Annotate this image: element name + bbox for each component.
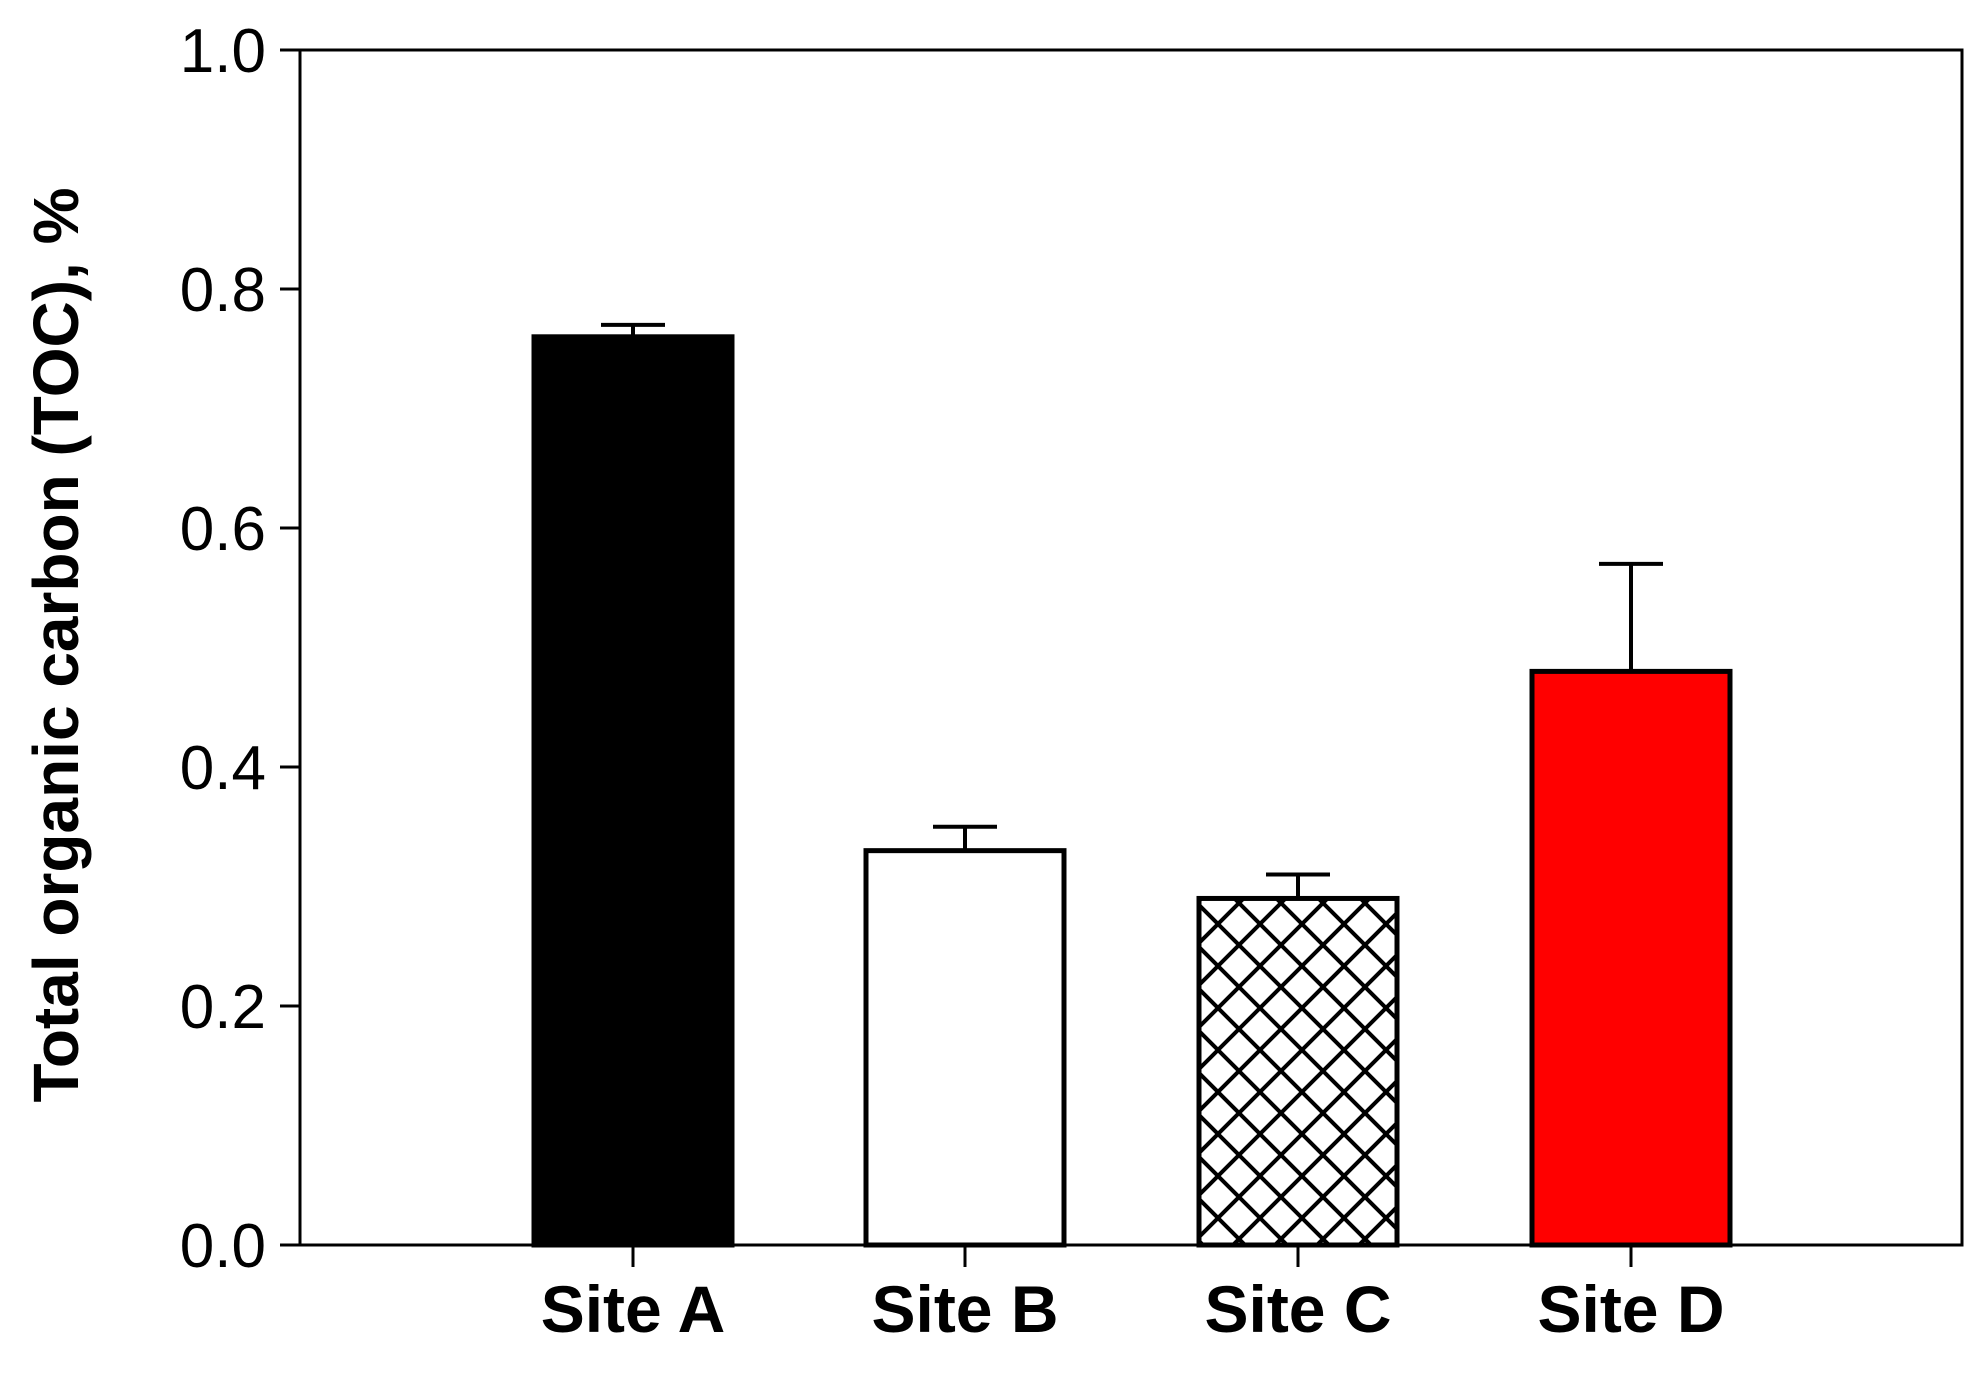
- y-tick-label-1: 0.2: [180, 973, 266, 1042]
- x-tick-label-3: Site D: [1537, 1272, 1724, 1346]
- y-ticks: 0.0 0.2 0.4 0.6 0.8 1.0: [180, 17, 300, 1281]
- y-tick-label-3: 0.6: [180, 495, 266, 564]
- y-tick-label-0: 0.0: [180, 1212, 266, 1281]
- bar-site-b: [863, 848, 1067, 1248]
- bar-site-c: [1196, 895, 1400, 1248]
- bar-site-a: [531, 334, 735, 1248]
- x-ticks: Site A Site B Site C Site D: [541, 1245, 1725, 1346]
- bars: [531, 334, 1733, 1248]
- bar-site-d: [1529, 668, 1733, 1248]
- y-axis-title-group: Total organic carbon (TOC), %: [20, 187, 92, 1102]
- y-tick-label-2: 0.4: [180, 734, 266, 803]
- y-tick-label-5: 1.0: [180, 17, 266, 86]
- y-axis-title: Total organic carbon (TOC), %: [20, 187, 92, 1102]
- x-tick-label-2: Site C: [1204, 1272, 1391, 1346]
- y-tick-label-4: 0.8: [180, 256, 266, 325]
- plot-frame: [298, 48, 1964, 1247]
- error-bars: [601, 322, 1663, 899]
- x-tick-label-0: Site A: [541, 1272, 726, 1346]
- x-tick-label-1: Site B: [871, 1272, 1058, 1346]
